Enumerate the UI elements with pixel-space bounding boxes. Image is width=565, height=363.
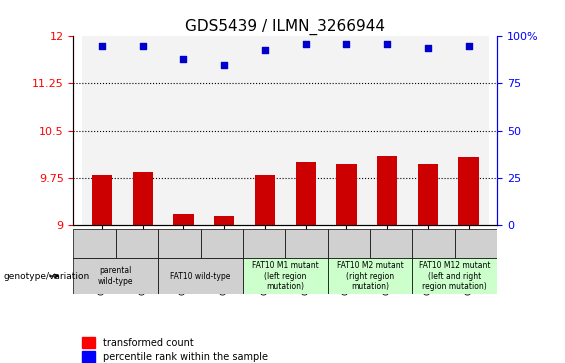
Text: FAT10 M2 mutant
(right region
mutation): FAT10 M2 mutant (right region mutation) bbox=[337, 261, 403, 291]
Bar bbox=[123, 36, 163, 225]
FancyBboxPatch shape bbox=[201, 229, 243, 258]
Bar bbox=[245, 36, 285, 225]
Point bbox=[423, 45, 432, 50]
Bar bbox=[82, 337, 95, 348]
Point bbox=[301, 41, 310, 47]
FancyBboxPatch shape bbox=[370, 229, 412, 258]
Bar bbox=[285, 36, 326, 225]
Bar bbox=[336, 164, 357, 225]
Bar bbox=[448, 36, 489, 225]
Bar bbox=[92, 175, 112, 225]
Point bbox=[342, 41, 351, 47]
FancyBboxPatch shape bbox=[243, 229, 285, 258]
Bar bbox=[163, 36, 204, 225]
Bar bbox=[214, 216, 234, 225]
Bar bbox=[133, 172, 153, 225]
Point bbox=[97, 43, 106, 49]
Point bbox=[220, 62, 229, 68]
FancyBboxPatch shape bbox=[455, 229, 497, 258]
Bar bbox=[81, 36, 123, 225]
Point bbox=[179, 56, 188, 62]
Text: parental
wild-type: parental wild-type bbox=[98, 266, 133, 286]
Text: FAT10 M1 mutant
(left region
mutation): FAT10 M1 mutant (left region mutation) bbox=[252, 261, 319, 291]
FancyBboxPatch shape bbox=[243, 258, 328, 294]
Point bbox=[260, 46, 270, 52]
FancyBboxPatch shape bbox=[158, 229, 201, 258]
FancyBboxPatch shape bbox=[412, 229, 455, 258]
FancyBboxPatch shape bbox=[73, 258, 158, 294]
Bar bbox=[407, 36, 448, 225]
FancyBboxPatch shape bbox=[328, 229, 370, 258]
Bar bbox=[377, 156, 397, 225]
Bar bbox=[418, 164, 438, 225]
FancyBboxPatch shape bbox=[116, 229, 158, 258]
Text: genotype/variation: genotype/variation bbox=[4, 272, 90, 281]
FancyBboxPatch shape bbox=[158, 258, 243, 294]
Bar bbox=[173, 214, 194, 225]
Text: FAT10 M12 mutant
(left and right
region mutation): FAT10 M12 mutant (left and right region … bbox=[419, 261, 490, 291]
Title: GDS5439 / ILMN_3266944: GDS5439 / ILMN_3266944 bbox=[185, 19, 385, 35]
Bar bbox=[326, 36, 367, 225]
Bar bbox=[458, 157, 479, 225]
FancyBboxPatch shape bbox=[73, 229, 116, 258]
Text: FAT10 wild-type: FAT10 wild-type bbox=[171, 272, 231, 281]
Point bbox=[464, 43, 473, 49]
FancyBboxPatch shape bbox=[285, 229, 328, 258]
Text: transformed count: transformed count bbox=[103, 338, 194, 348]
Bar bbox=[255, 175, 275, 225]
Bar bbox=[367, 36, 407, 225]
Point bbox=[138, 43, 147, 49]
Text: percentile rank within the sample: percentile rank within the sample bbox=[103, 352, 268, 362]
Point bbox=[383, 41, 392, 47]
Bar bbox=[82, 351, 95, 363]
FancyBboxPatch shape bbox=[328, 258, 412, 294]
Bar bbox=[204, 36, 245, 225]
Bar bbox=[295, 162, 316, 225]
FancyBboxPatch shape bbox=[412, 258, 497, 294]
